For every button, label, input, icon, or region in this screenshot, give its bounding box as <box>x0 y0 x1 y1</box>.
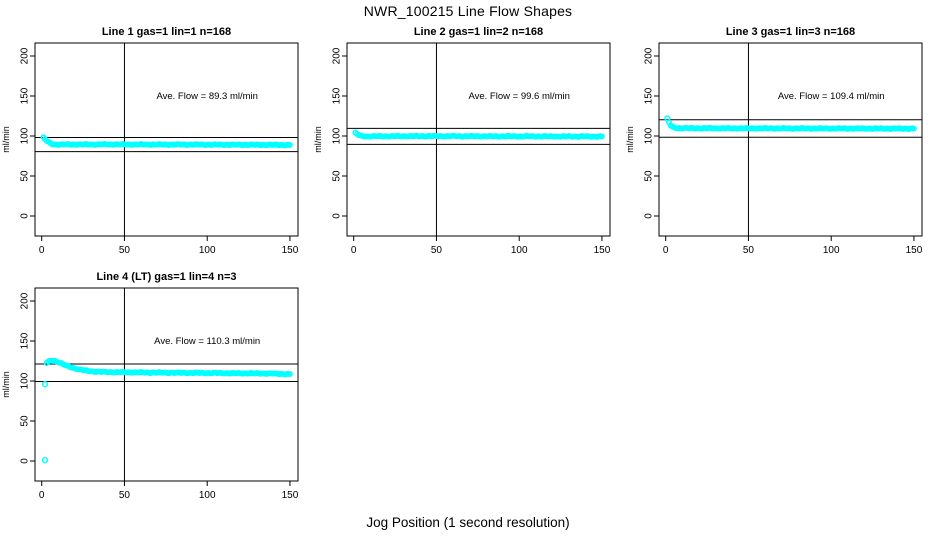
y-axis-label: ml/min <box>1 126 11 153</box>
y-axis-label: ml/min <box>1 371 11 398</box>
x-tick-label: 150 <box>282 245 299 256</box>
subplot-1: Line 1 gas=1 lin=1 n=168 0 50 100 150 0 50 100 1… <box>0 20 312 265</box>
y-tick-label: 200 <box>20 292 31 309</box>
subplot-title: Line 3 gas=1 lin=3 n=168 <box>726 26 855 38</box>
ave-flow-annotation: Ave. Flow = 110.3 ml/min <box>154 336 260 347</box>
data-points <box>40 134 293 149</box>
y-tick-label: 200 <box>20 47 31 64</box>
x-axis-label: Jog Position (1 second resolution) <box>366 515 570 530</box>
x-tick-label: 100 <box>199 490 216 501</box>
y-tick-label: 0 <box>644 213 655 219</box>
x-tick-label: 50 <box>431 245 443 256</box>
ave-flow-annotation: Ave. Flow = 89.3 ml/min <box>156 91 257 102</box>
x-tick-label: 100 <box>511 245 528 256</box>
main-title: NWR_100215 Line Flow Shapes <box>363 3 573 19</box>
data-point-outlier <box>41 381 49 388</box>
axes: 0 50 100 150 0 50 100 150 200 ml/min <box>625 47 923 256</box>
ave-flow-annotation: Ave. Flow = 109.4 ml/min <box>778 91 885 102</box>
x-tick-label: 0 <box>39 245 45 256</box>
y-tick-label: 100 <box>332 127 343 144</box>
subplot-title: Line 2 gas=1 lin=2 n=168 <box>414 26 543 38</box>
data-point <box>598 133 605 140</box>
y-tick-label: 0 <box>332 213 343 219</box>
y-tick-label: 200 <box>644 47 655 64</box>
data-points <box>664 115 917 133</box>
y-tick-label: 50 <box>20 170 31 182</box>
x-tick-label: 150 <box>594 245 611 256</box>
x-tick-label: 50 <box>119 245 131 256</box>
subplot-title: Line 4 (LT) gas=1 lin=4 n=3 <box>96 271 236 283</box>
x-tick-label: 50 <box>743 245 755 256</box>
y-tick-label: 100 <box>20 127 31 144</box>
x-tick-label: 0 <box>351 245 357 256</box>
plot-box <box>658 42 923 237</box>
x-tick-label: 150 <box>282 490 299 501</box>
subplot-canvas: Line 3 gas=1 lin=3 n=168 0 50 100 150 0 50 100 1… <box>625 26 923 256</box>
y-tick-label: 50 <box>20 415 31 427</box>
x-tick-label: 0 <box>663 245 669 256</box>
y-tick-label: 150 <box>20 87 31 104</box>
x-tick-label: 100 <box>823 245 840 256</box>
ave-flow-annotation: Ave. Flow = 99.6 ml/min <box>468 91 569 102</box>
data-point <box>286 142 293 148</box>
x-tick-label: 0 <box>39 490 45 501</box>
axes: 0 50 100 150 0 50 100 150 200 ml/min <box>1 47 299 256</box>
plot-box <box>346 42 611 237</box>
subplot-canvas: Line 2 gas=1 lin=2 n=168 0 50 100 150 0 50 100 1… <box>313 26 611 256</box>
y-tick-label: 150 <box>332 87 343 104</box>
x-tick-label: 100 <box>199 245 216 256</box>
y-tick-label: 0 <box>20 213 31 219</box>
y-tick-label: 100 <box>644 127 655 144</box>
y-tick-label: 150 <box>644 87 655 104</box>
y-tick-label: 200 <box>332 47 343 64</box>
x-tick-label: 150 <box>906 245 923 256</box>
y-tick-label: 150 <box>20 332 31 349</box>
y-tick-label: 100 <box>20 372 31 389</box>
data-point <box>286 371 293 378</box>
data-points <box>352 129 605 140</box>
subplot-2: Line 2 gas=1 lin=2 n=168 0 50 100 150 0 50 100 1… <box>312 20 624 265</box>
subplot-title: Line 1 gas=1 lin=1 n=168 <box>102 26 231 38</box>
data-point-outlier <box>664 115 671 122</box>
y-tick-label: 50 <box>644 170 655 182</box>
axes: 0 50 100 150 0 50 100 150 200 ml/min <box>1 292 299 501</box>
y-tick-label: 0 <box>20 458 31 464</box>
x-tick-label: 50 <box>119 490 131 501</box>
subplot-4: Line 4 (LT) gas=1 lin=4 n=3 0 50 100 150 0 50 1… <box>0 265 312 510</box>
data-point-outlier <box>41 457 49 464</box>
data-points <box>41 357 293 464</box>
subplot-canvas: Line 4 (LT) gas=1 lin=4 n=3 0 50 100 150 0 50 1… <box>1 271 299 501</box>
subplot-3: Line 3 gas=1 lin=3 n=168 0 50 100 150 0 50 100 1… <box>624 20 936 265</box>
y-tick-label: 50 <box>332 170 343 182</box>
plot-box <box>34 42 299 237</box>
data-point <box>910 125 917 132</box>
y-axis-label: ml/min <box>313 126 323 153</box>
plot-box <box>34 287 299 482</box>
y-axis-label: ml/min <box>625 126 635 153</box>
subplot-canvas: Line 1 gas=1 lin=1 n=168 0 50 100 150 0 50 100 1… <box>1 26 299 256</box>
axes: 0 50 100 150 0 50 100 150 200 ml/min <box>313 47 611 256</box>
